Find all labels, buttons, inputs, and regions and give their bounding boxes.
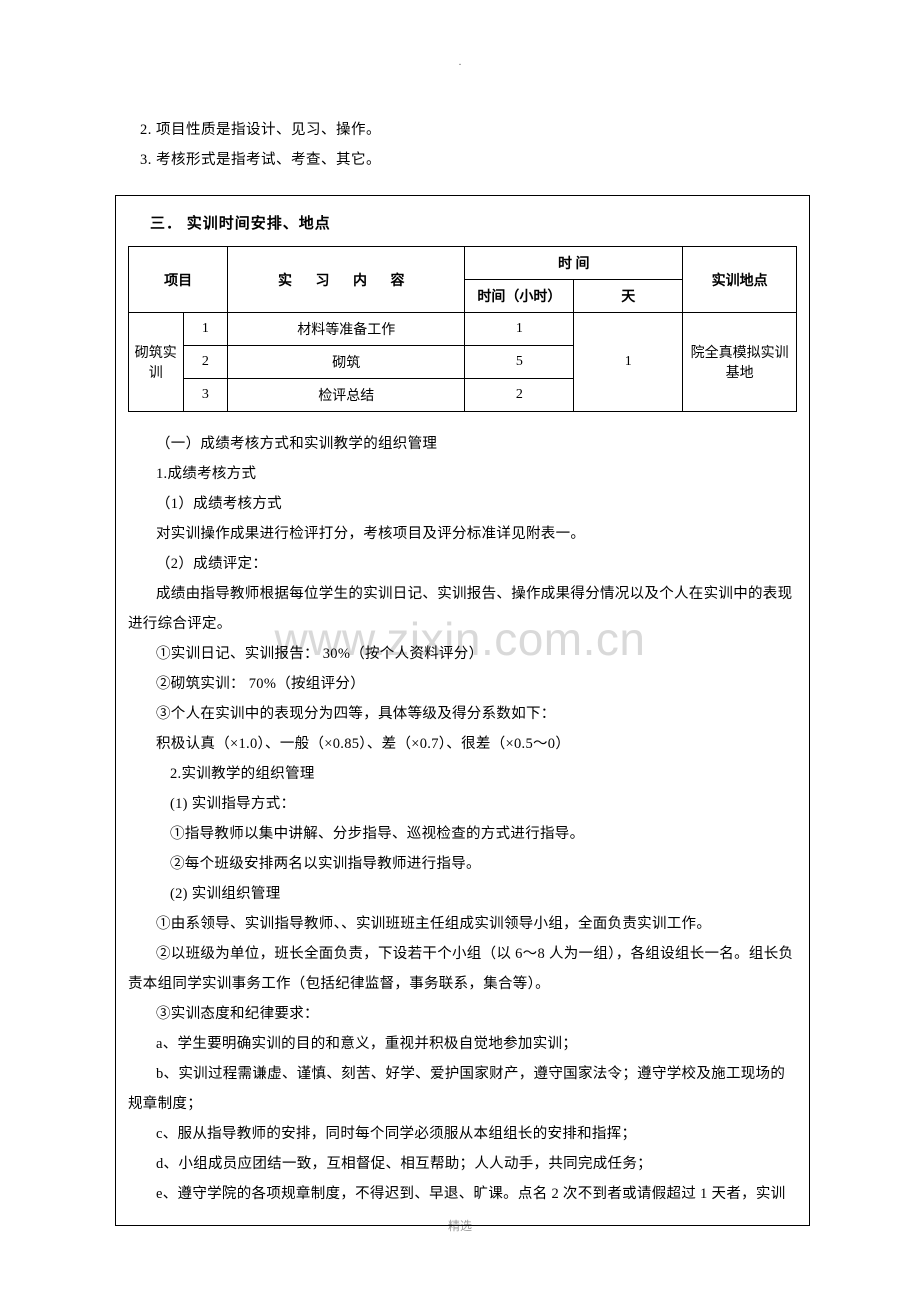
para: （1）成绩考核方式	[128, 489, 797, 519]
th-project: 项目	[129, 247, 228, 313]
para: (1) 实训指导方式：	[128, 789, 797, 819]
para: d、小组成员应团结一致，互相督促、相互帮助；人人动手，共同完成任务；	[128, 1149, 797, 1179]
table-row: 砌筑实训 1 材料等准备工作 1 1 院全真模拟实训基地	[129, 313, 797, 346]
th-location: 实训地点	[683, 247, 797, 313]
note-line-2: 2. 项目性质是指设计、见习、操作。	[140, 115, 810, 145]
para: ②以班级为单位，班长全面负责，下设若干个小组（以 6～8 人为一组），各组设组长…	[128, 939, 797, 999]
th-time-hour: 时间（小时）	[465, 280, 574, 313]
cell-hours: 1	[465, 313, 574, 346]
main-box: 三． 实训时间安排、地点 项目 实 习 内 容 时 间 实训地点 时间（小时） …	[115, 195, 810, 1226]
cell-hours: 5	[465, 346, 574, 379]
th-time: 时 间	[465, 247, 683, 280]
para: 2.实训教学的组织管理	[128, 759, 797, 789]
para: 对实训操作成果进行检评打分，考核项目及评分标准详见附表一。	[128, 519, 797, 549]
para: 积极认真（×1.0）、一般（×0.85）、差（×0.7）、很差（×0.5～0）	[128, 729, 797, 759]
para: ①实训日记、实训报告： 30%（按个人资料评分）	[128, 639, 797, 669]
para: ①由系领导、实训指导教师、、实训班班主任组成实训领导小组，全面负责实训工作。	[128, 909, 797, 939]
cell-location: 院全真模拟实训基地	[683, 313, 797, 412]
cell-hours: 2	[465, 379, 574, 412]
cell-num: 1	[183, 313, 228, 346]
para: ③实训态度和纪律要求：	[128, 999, 797, 1029]
para: ①指导教师以集中讲解、分步指导、巡视检查的方式进行指导。	[128, 819, 797, 849]
para: e、遵守学院的各项规章制度，不得迟到、早退、旷课。点名 2 次不到者或请假超过 …	[128, 1179, 797, 1209]
cell-content: 检评总结	[228, 379, 465, 412]
body-text-block: （一）成绩考核方式和实训教学的组织管理 1.成绩考核方式 （1）成绩考核方式 对…	[128, 429, 797, 1209]
cell-content: 材料等准备工作	[228, 313, 465, 346]
para: ③个人在实训中的表现分为四等，具体等级及得分系数如下：	[128, 699, 797, 729]
th-content: 实 习 内 容	[228, 247, 465, 313]
cell-num: 3	[183, 379, 228, 412]
para: b、实训过程需谦虚、谨慎、刻苦、好学、爱护国家财产，遵守国家法令；遵守学校及施工…	[128, 1059, 797, 1119]
para: （2）成绩评定：	[128, 549, 797, 579]
top-notes: 2. 项目性质是指设计、见习、操作。 3. 考核形式是指考试、考查、其它。	[115, 115, 810, 175]
para: 1.成绩考核方式	[128, 459, 797, 489]
cell-days: 1	[574, 313, 683, 412]
para: ②砌筑实训： 70%（按组评分）	[128, 669, 797, 699]
cell-content: 砌筑	[228, 346, 465, 379]
para: (2) 实训组织管理	[128, 879, 797, 909]
table-header-row-1: 项目 实 习 内 容 时 间 实训地点	[129, 247, 797, 280]
para: （一）成绩考核方式和实训教学的组织管理	[128, 429, 797, 459]
para: a、学生要明确实训的目的和意义，重视并积极自觉地参加实训；	[128, 1029, 797, 1059]
para: 成绩由指导教师根据每位学生的实训日记、实训报告、操作成果得分情况以及个人在实训中…	[128, 579, 797, 639]
th-time-day: 天	[574, 280, 683, 313]
schedule-table: 项目 实 习 内 容 时 间 实训地点 时间（小时） 天 砌筑实训 1 材料等准…	[128, 246, 797, 412]
para: c、服从指导教师的安排，同时每个同学必须服从本组组长的安排和指挥；	[128, 1119, 797, 1149]
section-three-title: 三． 实训时间安排、地点	[150, 212, 797, 233]
note-line-3: 3. 考核形式是指考试、考查、其它。	[140, 145, 810, 175]
row-label: 砌筑实训	[129, 313, 184, 412]
page-content: 2. 项目性质是指设计、见习、操作。 3. 考核形式是指考试、考查、其它。 三．…	[0, 0, 920, 1226]
para: ②每个班级安排两名以实训指导教师进行指导。	[128, 849, 797, 879]
cell-num: 2	[183, 346, 228, 379]
